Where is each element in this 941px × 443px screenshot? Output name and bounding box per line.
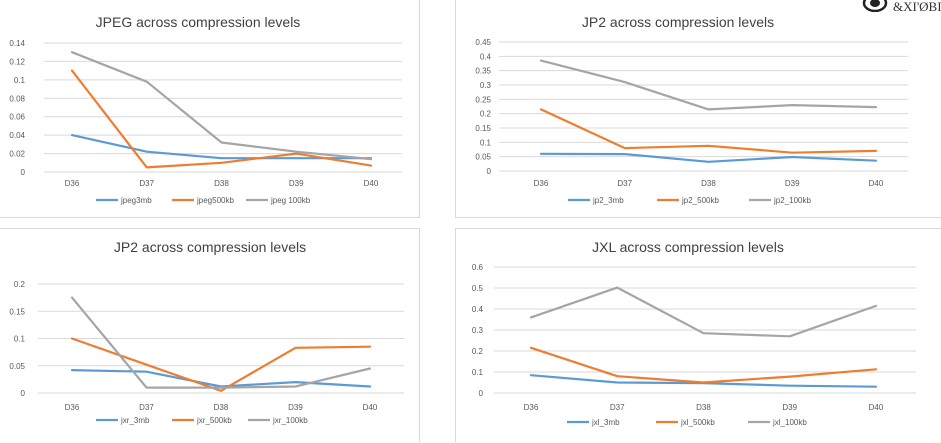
chart-svg-jp2: JP2 across compression levels 0 0.05 0.1 0.1…: [475, 14, 908, 205]
legend-entry: jxl_500kb: [680, 418, 715, 427]
x-tick-label: D40: [364, 179, 379, 188]
chart-panel-jxl: JXL across compression levels 0 0.1 0.2 0.3 0…: [455, 228, 941, 442]
chart-title: JXL across compression levels: [592, 239, 784, 255]
series-line: [539, 108, 878, 154]
x-tick-label: D40: [869, 403, 884, 412]
x-tick-label: D36: [65, 403, 80, 412]
x-tick-label: D38: [214, 179, 229, 188]
y-tick-label: 0.45: [475, 38, 491, 47]
series-line: [70, 51, 373, 161]
legend-entry: jp2_100kb: [773, 196, 811, 205]
y-tick-label: 0.1: [14, 76, 26, 85]
series-line: [529, 346, 878, 384]
y-tick-label: 0: [21, 168, 26, 177]
chart-svg-jxr: JP2 across compression levels 0 0.05 0.1 0.1…: [9, 239, 404, 425]
y-tick-label: 0.15: [475, 124, 491, 133]
y-tick-label: 0.04: [9, 131, 25, 140]
legend-entry: jpeg 100kb: [270, 196, 311, 205]
y-tick-label: 0.05: [9, 362, 25, 371]
legend-entry: jxl_3mb: [591, 418, 620, 427]
x-tick-label: D38: [701, 179, 716, 188]
x-tick-label: D39: [288, 403, 303, 412]
legend-entry: jp2_500kb: [681, 196, 719, 205]
series-line: [539, 59, 878, 111]
y-tick-label: 0.1: [14, 335, 26, 344]
chart-panel-jp2: JP2 across compression levels 0 0.05 0.1 0.1…: [455, 0, 941, 218]
x-tick-label: D39: [782, 403, 797, 412]
series-line: [70, 69, 373, 169]
legend-entry: jxr_100kb: [272, 416, 308, 425]
chart-title: JP2 across compression levels: [582, 14, 774, 30]
y-tick-label: 0: [21, 389, 26, 398]
x-tick-label: D36: [534, 179, 549, 188]
x-tick-label: D40: [363, 403, 378, 412]
chart-title: JPEG across compression levels: [96, 14, 301, 30]
y-tick-label: 0.25: [475, 95, 491, 104]
legend-entry: jxl_100kb: [772, 418, 807, 427]
series-line: [70, 296, 372, 389]
x-tick-label: D39: [289, 179, 304, 188]
y-tick-label: 0.4: [480, 52, 492, 61]
legend-entry: jxr_3mb: [120, 416, 150, 425]
series-line: [539, 152, 878, 163]
chart-panel-jpeg: JPEG across compression levels 0 0.02 0.04 0…: [0, 0, 420, 218]
y-tick-label: 0.06: [9, 113, 25, 122]
x-tick-label: D38: [214, 403, 229, 412]
x-tick-label: D36: [65, 179, 80, 188]
watermark-logo-text: &XI'ØBIJI: [893, 0, 941, 12]
y-tick-label: 0.14: [9, 39, 25, 48]
watermark-logo-icon: &XI'ØBIJI: [862, 0, 941, 12]
y-tick-label: 0.3: [472, 326, 484, 335]
chart-title: JP2 across compression levels: [114, 239, 306, 255]
watermark-logo: &XI'ØBIJI: [859, 0, 941, 12]
y-tick-label: 0.5: [472, 284, 484, 293]
y-tick-label: 0.2: [14, 280, 26, 289]
x-tick-label: D36: [524, 403, 539, 412]
legend-entry: jp2_3mb: [592, 196, 624, 205]
y-tick-label: 0.05: [475, 153, 491, 162]
y-tick-label: 0.1: [480, 138, 492, 147]
chart-panel-jxr: JP2 across compression levels 0 0.05 0.1 0.1…: [0, 228, 420, 442]
chart-svg-jpeg: JPEG across compression levels 0 0.02 0.04 0…: [9, 14, 402, 205]
y-tick-label: 0.2: [472, 347, 484, 356]
x-tick-label: D37: [617, 179, 632, 188]
x-tick-label: D37: [139, 403, 154, 412]
y-tick-label: 0.6: [472, 263, 484, 272]
series-line: [529, 286, 878, 338]
series-line: [529, 374, 878, 388]
y-tick-label: 0.15: [9, 307, 25, 316]
x-tick-label: D37: [610, 403, 625, 412]
x-tick-label: D40: [869, 179, 884, 188]
chart-svg-jxl: JXL across compression levels 0 0.1 0.2 0.3 0…: [472, 239, 916, 427]
y-tick-label: 0.02: [9, 150, 25, 159]
y-tick-label: 0.12: [9, 57, 25, 66]
x-tick-label: D38: [696, 403, 711, 412]
legend-entry: jpeg500kb: [196, 196, 234, 205]
y-tick-label: 0: [479, 389, 484, 398]
y-tick-label: 0.1: [472, 368, 484, 377]
legend-entry: jpeg3mb: [120, 196, 152, 205]
x-tick-label: D37: [139, 179, 154, 188]
y-tick-label: 0.3: [480, 81, 492, 90]
y-tick-label: 0.2: [480, 110, 492, 119]
x-tick-label: D39: [785, 179, 800, 188]
legend-entry: jxr_500kb: [196, 416, 232, 425]
y-tick-label: 0.4: [472, 305, 484, 314]
y-tick-label: 0.35: [475, 67, 491, 76]
y-tick-label: 0.08: [9, 94, 25, 103]
y-tick-label: 0: [487, 167, 492, 176]
